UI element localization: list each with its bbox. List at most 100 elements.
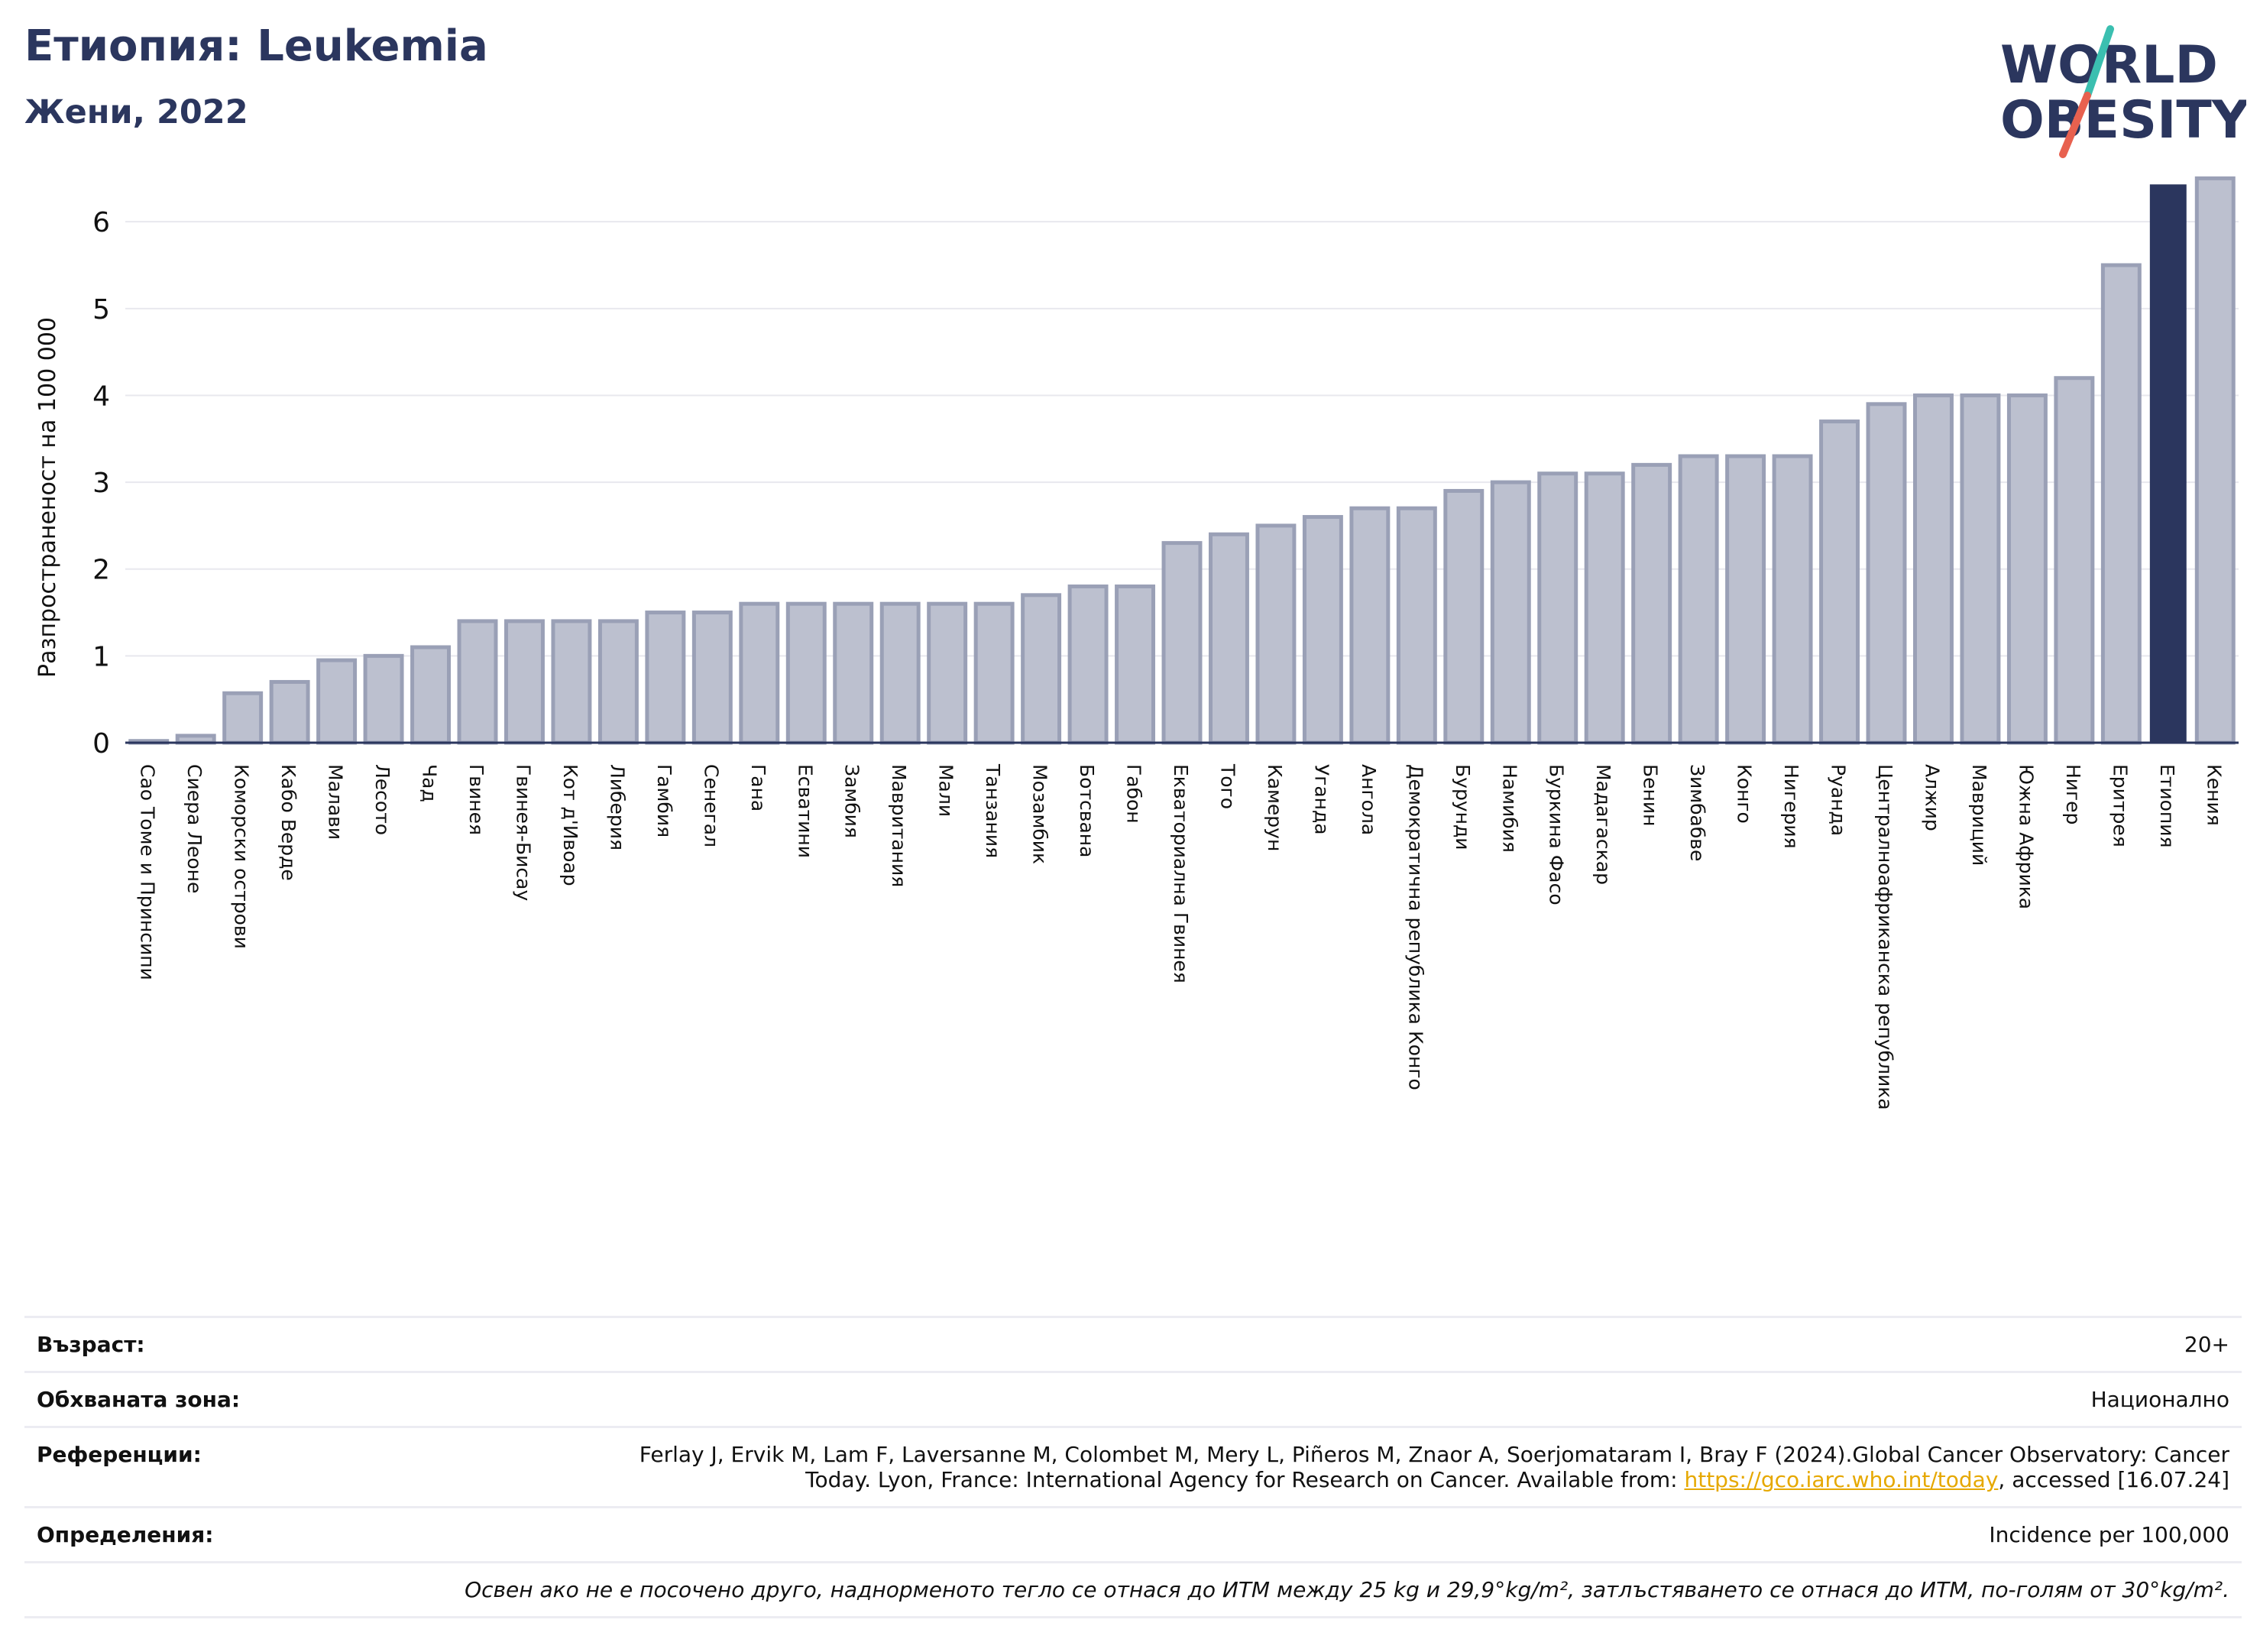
bar: [2149, 184, 2187, 743]
x-tick-label: Бурунди: [1452, 764, 1474, 850]
x-tick-label: Зимбабве: [1686, 764, 1708, 861]
bar: [1584, 471, 1625, 745]
bar: [1490, 480, 1531, 745]
references-label: Референции:: [24, 1426, 584, 1508]
references-link[interactable]: https://gco.iarc.who.int/today: [1684, 1467, 1999, 1492]
area-value: Национално: [584, 1371, 2242, 1427]
x-tick-label: Сао Томе и Принсипи: [137, 764, 159, 980]
x-tick-label: Мавритания: [888, 764, 910, 887]
definitions-value: Incidence per 100,000: [584, 1506, 2242, 1563]
bar: [316, 658, 358, 745]
y-tick-label: 0: [92, 728, 110, 760]
bar: [879, 601, 921, 745]
references-suffix: , accessed [16.07.24]: [1998, 1467, 2229, 1492]
logo-word-world: WORLD: [2000, 35, 2218, 96]
bar: [2054, 376, 2095, 745]
bar: [691, 611, 733, 745]
y-tick-label: 4: [92, 381, 110, 412]
definition-note: Освен ако не е посочено друго, наднормен…: [24, 1561, 2242, 1618]
bar: [2194, 176, 2236, 745]
bar: [1067, 584, 1109, 745]
references-value: Ferlay J, Ervik M, Lam F, Laversanne M, …: [584, 1426, 2242, 1508]
x-tick-label: Мали: [935, 764, 957, 817]
bar: [785, 601, 827, 745]
x-tick-label: Етиопия: [2156, 764, 2178, 848]
x-axis-labels: Сао Томе и Принсипи Сиера Леоне Коморски о…: [137, 763, 2226, 1110]
bar: [1912, 393, 1954, 745]
bar: [1678, 454, 1719, 745]
x-tick-label: Ангола: [1358, 764, 1380, 835]
bar: [1960, 393, 2001, 745]
bar: [1537, 471, 1578, 745]
age-value: 20+: [584, 1316, 2242, 1372]
info-row-age: Възраст: 20+: [24, 1316, 2242, 1372]
x-tick-label: Есватини: [794, 764, 816, 858]
x-tick-label: Сиера Леоне: [183, 764, 206, 893]
definitions-label: Определения:: [24, 1506, 584, 1563]
bar: [645, 611, 686, 745]
x-tick-label: Танзания: [982, 763, 1004, 858]
bar: [2006, 393, 2048, 745]
x-tick-label: Сенегал: [700, 764, 722, 847]
bar: [1255, 523, 1297, 745]
x-tick-label: Кения: [2203, 764, 2225, 826]
x-tick-label: Габон: [1123, 764, 1145, 824]
x-tick-label: Уганда: [1310, 764, 1332, 835]
y-axis-ticks: 0 1 2 3 4 5 6: [92, 207, 110, 760]
info-row-definitions: Определения: Incidence per 100,000: [24, 1506, 2242, 1563]
age-label: Възраст:: [24, 1316, 584, 1372]
bar: [597, 619, 639, 745]
logo-slash-top: [2084, 25, 2114, 99]
x-tick-label: Чад: [419, 764, 441, 802]
x-tick-label: Мадагаскар: [1592, 764, 1614, 885]
bar: [1208, 532, 1249, 745]
bar: [1161, 541, 1203, 745]
x-tick-label: Нигерия: [1780, 764, 1802, 849]
x-tick-label: Алжир: [1921, 764, 1943, 831]
x-tick-label: Гвинея-Бисау: [512, 764, 534, 901]
x-tick-label: Кабо Верде: [277, 764, 299, 881]
bar: [269, 679, 310, 745]
info-row-area: Обхваната зона: Национално: [24, 1371, 2242, 1427]
bar-chart: 0 1 2 3 4 5 6 Сао Томе и Принсипи Сиера Леоне Ко…: [34, 176, 2239, 1110]
x-tick-label: Замбия: [841, 764, 863, 838]
x-tick-label: Кот д'Ивоар: [559, 764, 581, 886]
bar: [927, 601, 968, 745]
bar: [410, 645, 452, 745]
info-row-references: Референции: Ferlay J, Ervik M, Lam F, La…: [24, 1426, 2242, 1508]
bar: [503, 619, 545, 745]
x-tick-label: Буркина Фасо: [1546, 764, 1568, 905]
y-tick-label: 5: [92, 294, 110, 326]
bar: [1631, 462, 1672, 745]
x-tick-label: Ботсвана: [1076, 764, 1098, 857]
bars: [128, 176, 2236, 745]
bar: [1115, 584, 1156, 745]
bar: [739, 601, 780, 745]
page-title: Етиопия: Leukemia: [24, 21, 488, 71]
bar: [1819, 419, 1860, 745]
x-tick-label: Лесото: [371, 764, 393, 835]
y-tick-label: 6: [92, 207, 110, 238]
bar: [363, 653, 404, 745]
bar: [1396, 506, 1437, 745]
x-tick-label: Того: [1216, 763, 1238, 809]
bar: [551, 619, 592, 745]
y-tick-label: 2: [92, 555, 110, 586]
page-subtitle: Жени, 2022: [24, 93, 248, 131]
area-label: Обхваната зона:: [24, 1371, 584, 1427]
x-tick-label: Южна Африка: [2015, 764, 2037, 909]
x-tick-label: Конго: [1734, 764, 1756, 824]
x-tick-label: Руанда: [1828, 764, 1850, 836]
y-tick-label: 1: [92, 641, 110, 672]
references-text: Ferlay J, Ervik M, Lam F, Laversanne M, …: [639, 1442, 2229, 1492]
bar: [1772, 454, 1813, 745]
bar: [1725, 454, 1766, 745]
bar: [1443, 488, 1485, 745]
x-tick-label: Намибия: [1498, 764, 1520, 853]
x-tick-label: Централноафриканска република: [1874, 764, 1896, 1110]
bar: [457, 619, 498, 745]
x-tick-label: Нигер: [2062, 764, 2084, 824]
x-tick-label: Либерия: [606, 764, 628, 850]
world-obesity-logo: WORLD OBESITY: [2000, 25, 2246, 158]
x-tick-label: Коморски острови: [231, 764, 253, 949]
